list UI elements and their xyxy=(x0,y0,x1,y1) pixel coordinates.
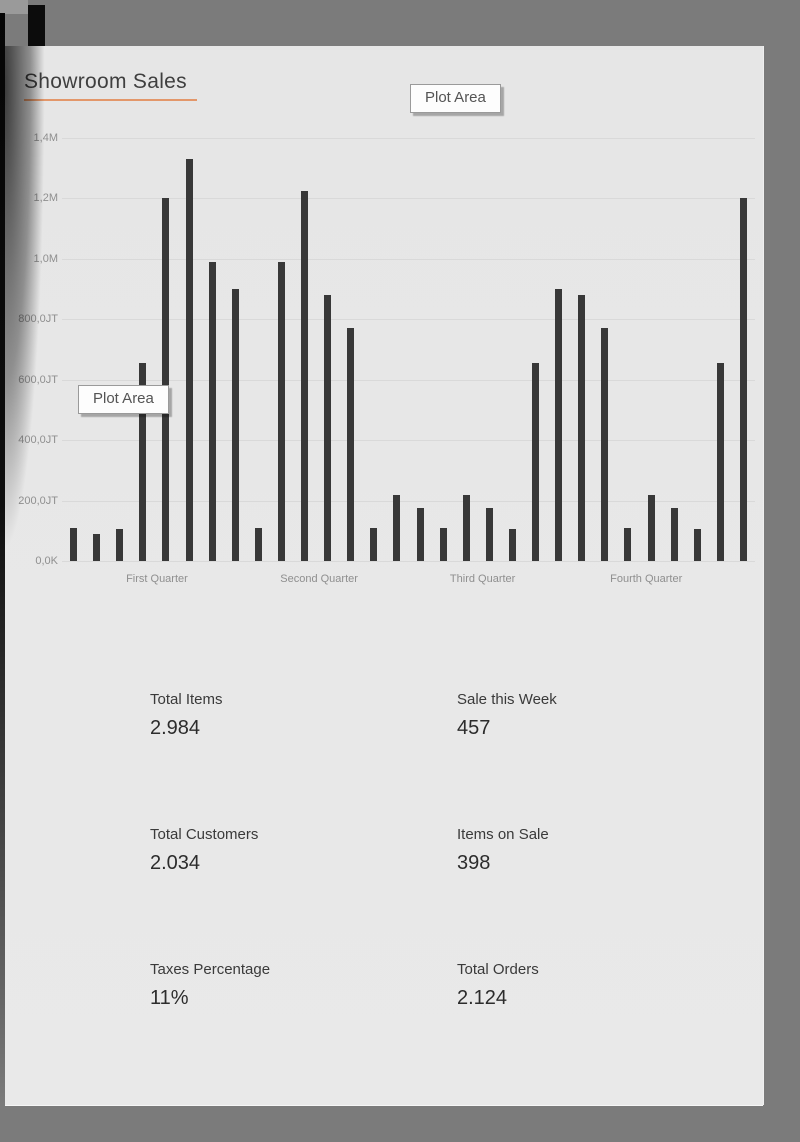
gridline xyxy=(62,319,755,321)
y-axis-tick-label: 0,0K xyxy=(35,555,58,567)
bar[interactable] xyxy=(185,159,193,561)
plot-area-tooltip: Plot Area xyxy=(78,385,169,414)
stat-value: 11% xyxy=(150,987,189,1009)
x-axis-category-label: First Quarter xyxy=(126,573,188,585)
y-axis-tick-label: 1,0M xyxy=(33,252,58,265)
stat-items-on-sale: Items on Sale 398 xyxy=(457,826,549,875)
dashboard-card: Showroom Sales 1,4M 1,2M 1,0M 800,0JT 600,0J… xyxy=(5,46,763,1105)
bar[interactable] xyxy=(532,363,540,561)
bar[interactable] xyxy=(347,328,355,561)
y-axis-tick-label: 1,4M xyxy=(33,132,58,144)
bar[interactable] xyxy=(716,363,724,561)
bar[interactable] xyxy=(393,494,401,561)
stat-label: Total Items xyxy=(150,691,223,708)
bar[interactable] xyxy=(231,289,239,561)
bar[interactable] xyxy=(439,527,447,561)
stat-total-customers: Total Customers 2.034 xyxy=(150,826,258,875)
window-edge-light xyxy=(0,0,28,14)
bar[interactable] xyxy=(370,527,378,561)
y-axis-tick-label: 600,0JT xyxy=(18,373,58,386)
bar[interactable] xyxy=(208,261,216,561)
gridline xyxy=(62,258,755,260)
gridline xyxy=(62,440,755,442)
stat-taxes-percentage: Taxes Percentage 11% xyxy=(150,961,270,1010)
bar[interactable] xyxy=(301,190,309,561)
stat-label: Items on Sale xyxy=(457,826,549,843)
stat-label: Total Customers xyxy=(150,826,259,843)
gridline xyxy=(62,500,755,502)
y-axis-tick-label: 400,0JT xyxy=(18,434,58,447)
stat-value: 457 xyxy=(457,717,491,739)
stat-value: 2.034 xyxy=(150,852,201,874)
stat-value: 2.124 xyxy=(457,987,508,1009)
stat-label: Total Orders xyxy=(457,961,539,978)
stat-total-items: Total Items 2.984 xyxy=(150,691,223,740)
x-axis-category-label: Third Quarter xyxy=(449,573,516,585)
bar[interactable] xyxy=(139,363,147,561)
stat-value: 398 xyxy=(457,852,491,874)
bar[interactable] xyxy=(555,289,563,561)
bar[interactable] xyxy=(601,328,609,561)
window-edge-black-block xyxy=(28,5,45,46)
stat-sale-this-week: Sale this Week 457 xyxy=(457,691,557,740)
bar[interactable] xyxy=(162,198,170,561)
stat-label: Sale this Week xyxy=(457,691,557,708)
bar[interactable] xyxy=(647,494,655,561)
bar[interactable] xyxy=(254,527,262,561)
bar[interactable] xyxy=(416,508,424,561)
gridline xyxy=(62,138,755,139)
gridline xyxy=(62,198,755,200)
bar[interactable] xyxy=(116,529,124,561)
bar[interactable] xyxy=(93,533,101,561)
sales-chart[interactable]: 1,4M 1,2M 1,0M 800,0JT 600,0JT 400,0JT 200,0JT… xyxy=(5,46,763,646)
plot-area-tooltip: Plot Area xyxy=(410,84,501,113)
bar[interactable] xyxy=(670,508,678,561)
bar[interactable] xyxy=(693,529,701,561)
bar[interactable] xyxy=(324,295,332,561)
stat-total-orders: Total Orders 2.124 xyxy=(457,961,539,1010)
bar[interactable] xyxy=(485,508,493,561)
x-axis-category-label: Fourth Quarter xyxy=(610,573,683,585)
bar[interactable] xyxy=(70,527,78,561)
stat-label: Taxes Percentage xyxy=(150,961,271,978)
stat-value: 2.984 xyxy=(150,717,201,739)
bar[interactable] xyxy=(624,527,632,561)
y-axis-tick-label: 200,0JT xyxy=(18,494,58,507)
y-axis-tick-label: 800,0JT xyxy=(18,313,58,326)
bar[interactable] xyxy=(277,261,285,561)
bar[interactable] xyxy=(508,529,516,561)
gridline xyxy=(62,561,755,562)
bar[interactable] xyxy=(578,295,586,561)
gridline xyxy=(62,379,755,381)
bar[interactable] xyxy=(739,198,747,561)
y-axis-tick-label: 1,2M xyxy=(33,192,58,205)
window-left-edge xyxy=(0,13,5,1105)
x-axis-category-label: Second Quarter xyxy=(280,573,358,585)
bar[interactable] xyxy=(462,494,470,561)
